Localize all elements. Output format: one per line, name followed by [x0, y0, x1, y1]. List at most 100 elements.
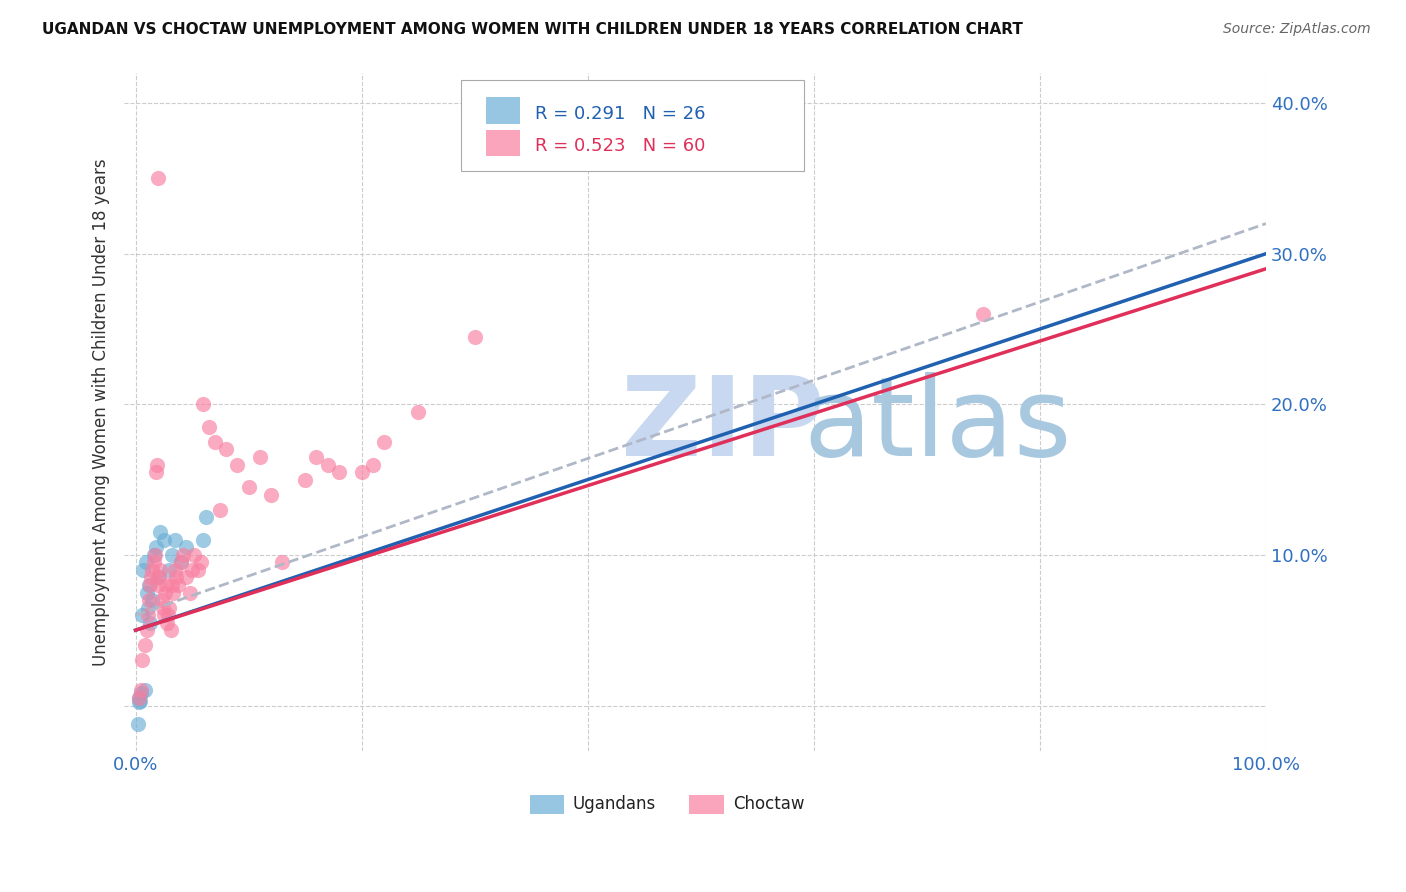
Point: [145, 465, 167, 479]
Point: [160, 548, 183, 562]
Point: [146, 171, 169, 186]
Point: [142, 556, 165, 570]
Point: [148, 570, 170, 584]
Point: [128, 690, 150, 705]
Point: [135, 624, 157, 638]
Point: [165, 533, 187, 547]
Point: [145, 541, 167, 555]
Point: [150, 593, 173, 607]
Point: [305, 450, 328, 464]
Point: [204, 434, 226, 449]
Point: [129, 694, 152, 708]
Point: [172, 548, 194, 562]
Point: [141, 563, 163, 577]
Point: [149, 525, 172, 540]
Point: [129, 683, 152, 698]
Point: [131, 608, 153, 623]
Text: ZIP: ZIP: [621, 372, 824, 479]
Y-axis label: Unemployment Among Women with Children Under 18 years: Unemployment Among Women with Children U…: [93, 158, 110, 665]
Text: R = 0.523   N = 60: R = 0.523 N = 60: [536, 137, 706, 155]
Point: [134, 638, 156, 652]
Point: [152, 608, 174, 623]
Point: [149, 563, 172, 577]
Point: [170, 556, 193, 570]
Point: [972, 307, 994, 321]
Point: [141, 593, 163, 607]
Point: [294, 473, 316, 487]
Point: [135, 556, 157, 570]
Point: [193, 533, 215, 547]
Point: [176, 541, 198, 555]
Point: [138, 578, 160, 592]
Point: [162, 585, 184, 599]
Point: [316, 458, 339, 472]
Point: [183, 548, 205, 562]
Point: [143, 548, 166, 562]
Point: [226, 458, 249, 472]
Point: [165, 570, 187, 584]
Point: [167, 578, 190, 592]
Point: [128, 690, 150, 705]
Point: [464, 329, 486, 343]
Point: [157, 608, 180, 623]
Text: Ugandans: Ugandans: [572, 796, 657, 814]
Point: [139, 578, 162, 592]
Point: [194, 510, 217, 524]
Text: UGANDAN VS CHOCTAW UNEMPLOYMENT AMONG WOMEN WITH CHILDREN UNDER 18 YEARS CORRELA: UGANDAN VS CHOCTAW UNEMPLOYMENT AMONG WO…: [42, 22, 1024, 37]
Point: [176, 570, 198, 584]
Text: atlas: atlas: [804, 372, 1073, 479]
Point: [271, 556, 294, 570]
Point: [128, 696, 150, 710]
Text: Source: ZipAtlas.com: Source: ZipAtlas.com: [1223, 22, 1371, 37]
Point: [260, 488, 283, 502]
FancyBboxPatch shape: [689, 795, 724, 814]
FancyBboxPatch shape: [486, 130, 520, 156]
Point: [146, 578, 169, 592]
Point: [153, 585, 176, 599]
Point: [179, 585, 201, 599]
FancyBboxPatch shape: [486, 97, 520, 124]
Point: [138, 593, 160, 607]
Point: [159, 600, 181, 615]
Point: [350, 465, 373, 479]
Text: R = 0.291   N = 26: R = 0.291 N = 26: [536, 104, 706, 122]
Point: [170, 556, 193, 570]
Point: [187, 563, 209, 577]
Point: [165, 563, 187, 577]
Point: [152, 600, 174, 615]
Point: [136, 600, 159, 615]
Point: [190, 556, 212, 570]
Point: [406, 405, 429, 419]
Point: [135, 585, 157, 599]
Point: [155, 578, 177, 592]
Point: [136, 608, 159, 623]
Point: [198, 420, 221, 434]
Point: [159, 563, 181, 577]
Point: [193, 397, 215, 411]
Point: [139, 615, 162, 630]
Point: [142, 548, 165, 562]
Point: [160, 578, 183, 592]
Point: [215, 442, 238, 457]
Point: [328, 465, 350, 479]
Point: [152, 533, 174, 547]
Point: [132, 563, 155, 577]
Point: [156, 615, 179, 630]
Point: [146, 458, 169, 472]
Point: [361, 458, 384, 472]
Point: [209, 502, 232, 516]
Point: [141, 570, 163, 584]
Point: [373, 434, 395, 449]
Point: [146, 570, 169, 584]
Text: Choctaw: Choctaw: [733, 796, 804, 814]
Point: [129, 686, 152, 700]
Point: [159, 624, 181, 638]
Point: [238, 480, 260, 494]
Point: [249, 450, 271, 464]
FancyBboxPatch shape: [530, 795, 564, 814]
Point: [127, 716, 149, 731]
Point: [134, 683, 156, 698]
FancyBboxPatch shape: [461, 79, 804, 171]
Point: [181, 563, 204, 577]
Point: [131, 653, 153, 667]
